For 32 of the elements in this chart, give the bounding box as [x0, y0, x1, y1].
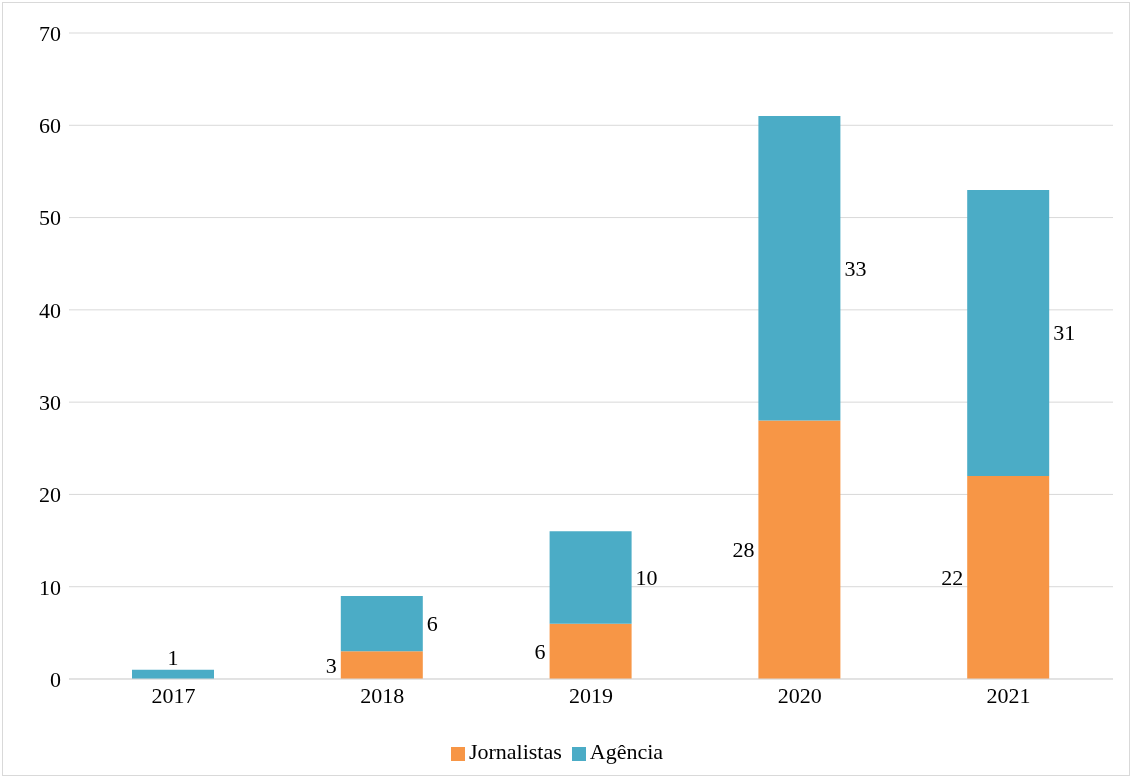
bar	[758, 420, 841, 679]
x-tick-label: 2019	[569, 682, 613, 708]
data-label: 31	[1053, 320, 1076, 346]
y-tick-label: 20	[39, 482, 61, 508]
x-tick-label: 2017	[151, 682, 196, 708]
y-tick-label: 0	[50, 666, 61, 692]
bar	[967, 189, 1050, 476]
x-tick-label: 2018	[360, 682, 405, 708]
data-label: 1	[167, 645, 179, 671]
bar	[967, 475, 1050, 679]
legend-label: Jornalistas	[468, 739, 562, 764]
data-label: 28	[732, 537, 755, 563]
data-label: 33	[844, 255, 867, 281]
data-label: 10	[635, 564, 658, 590]
y-tick-label: 40	[39, 297, 61, 323]
x-tick-label: 2020	[777, 682, 822, 708]
y-tick-label: 50	[39, 205, 61, 231]
y-tick-label: 30	[39, 389, 61, 415]
x-tick-label: 2021	[986, 682, 1031, 708]
data-label: 6	[426, 611, 438, 637]
y-tick-label: 70	[39, 20, 61, 46]
legend-label: Agência	[589, 739, 664, 764]
bar	[549, 623, 632, 679]
bar	[549, 531, 632, 624]
bar	[340, 595, 423, 652]
data-label: 22	[941, 564, 964, 590]
bar	[340, 651, 423, 679]
data-label: 3	[325, 652, 337, 678]
data-label: 6	[534, 638, 546, 664]
y-tick-label: 60	[39, 113, 61, 139]
y-tick-label: 10	[39, 574, 61, 600]
bar	[758, 116, 841, 421]
